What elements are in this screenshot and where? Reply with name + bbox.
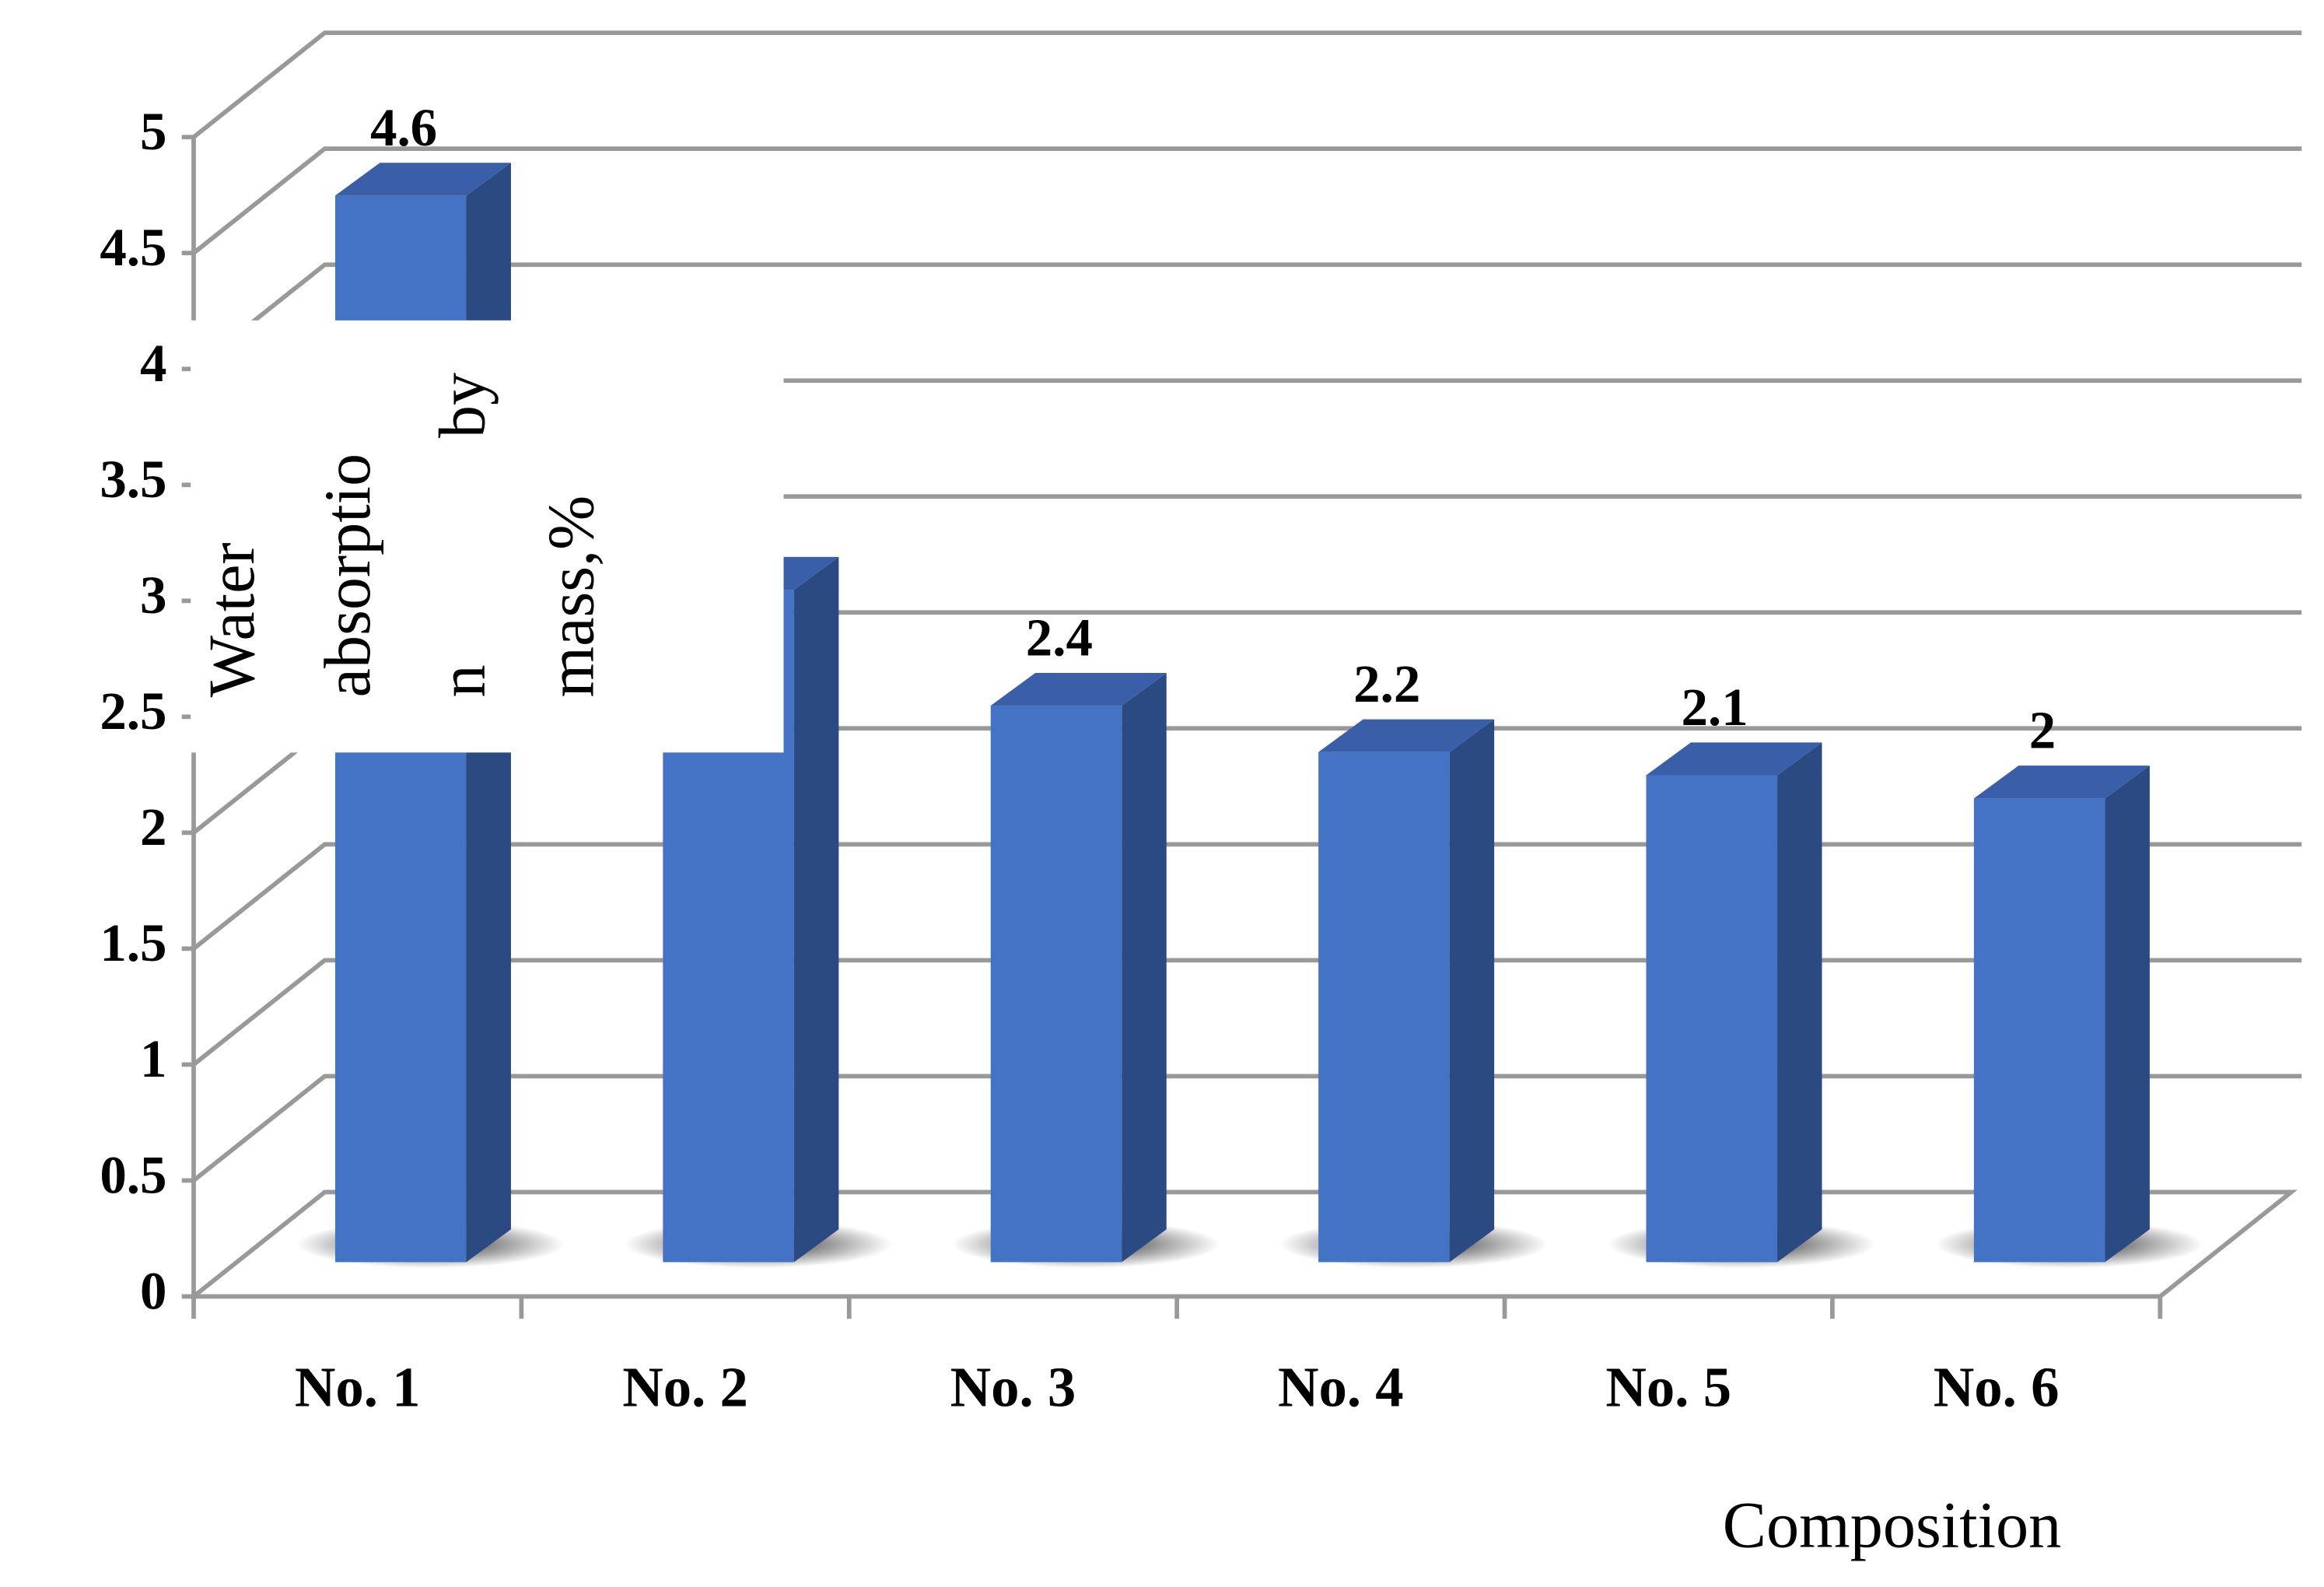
x-tick-label: No. 6 (1934, 1356, 2060, 1419)
grid-line (192, 842, 2302, 951)
bar-top (1973, 765, 2150, 799)
value-label: 2.4 (1026, 608, 1093, 667)
bar (1973, 798, 2105, 1263)
grid-line (192, 1074, 2302, 1182)
x-tick-label: No. 4 (1278, 1356, 1404, 1419)
x-tick-label: No. 3 (950, 1356, 1076, 1419)
bar-top (1646, 742, 1822, 776)
axis-title-box (191, 320, 784, 753)
x-axis-title: Composition (1723, 1489, 2061, 1561)
y-axis-title: n (427, 664, 499, 697)
y-tick-label: 2.5 (100, 681, 166, 741)
y-axis-title: by (427, 373, 499, 438)
value-label: 2.1 (1682, 678, 1748, 737)
x-tick-label: No. 1 (295, 1356, 421, 1419)
value-label: 2 (2029, 701, 2056, 760)
x-tick-label: No. 2 (622, 1356, 748, 1419)
y-axis-title: Water (196, 542, 268, 697)
grid-line (192, 958, 2302, 1067)
y-tick-label: 4 (140, 334, 166, 393)
y-tick-label: 1 (140, 1029, 166, 1088)
bar-top (990, 672, 1167, 706)
grid-line (192, 30, 2302, 139)
grid-line (192, 146, 2302, 255)
bar (1646, 775, 1778, 1263)
bar-side (1777, 742, 1822, 1263)
value-label: 2.2 (1353, 654, 1420, 713)
y-axis-title: mass,% (536, 496, 608, 698)
bar-side (793, 556, 839, 1263)
y-tick-label: 0.5 (100, 1145, 166, 1204)
y-tick-label: 1.5 (100, 913, 166, 972)
y-tick-label: 3.5 (100, 450, 166, 509)
y-axis-title: absorptio (312, 454, 384, 698)
bar (990, 706, 1122, 1263)
bar-top (1318, 719, 1495, 752)
bar-side (2105, 765, 2150, 1263)
bar (1318, 751, 1450, 1263)
value-label: 4.6 (370, 98, 437, 157)
y-tick-label: 0 (140, 1261, 166, 1320)
y-tick-label: 5 (140, 102, 166, 161)
bar-side (1122, 672, 1167, 1263)
bar-top (334, 163, 511, 196)
x-tick-label: No. 5 (1605, 1356, 1731, 1419)
y-tick-label: 2 (140, 797, 166, 857)
y-tick-label: 3 (140, 566, 166, 625)
y-tick-label: 4.5 (100, 218, 166, 277)
bar-side (1449, 719, 1495, 1263)
